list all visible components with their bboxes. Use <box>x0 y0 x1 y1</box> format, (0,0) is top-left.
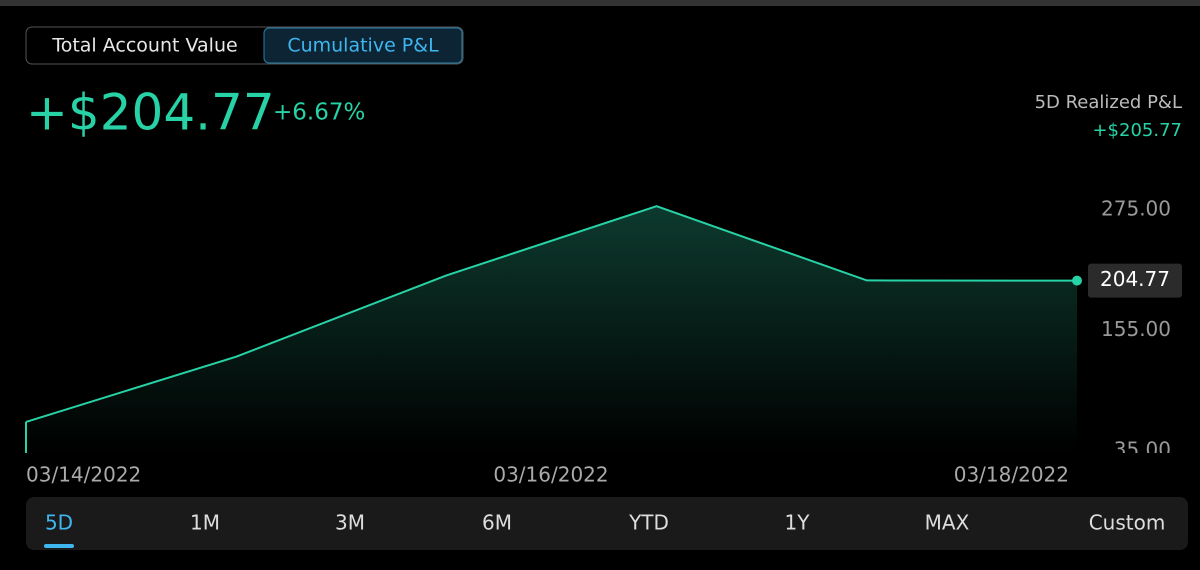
range-tab[interactable]: Custom <box>1089 511 1166 535</box>
range-tab-underline <box>44 544 74 548</box>
range-tab[interactable]: 5D <box>45 511 73 535</box>
range-tab[interactable]: 1M <box>190 511 220 535</box>
toggle-active-bg <box>263 27 463 64</box>
x-tick-label: 03/14/2022 <box>26 463 141 487</box>
realized-value: +$205.77 <box>1092 120 1182 141</box>
value-label: 204.77 <box>1100 267 1170 291</box>
realized-label: 5D Realized P&L <box>1035 92 1182 113</box>
range-tab[interactable]: MAX <box>925 511 970 535</box>
x-tick-label: 03/16/2022 <box>493 463 608 487</box>
y-tick-label: 35.00 <box>1114 437 1171 461</box>
top-strip <box>0 0 1200 6</box>
range-tab[interactable]: 3M <box>335 511 365 535</box>
x-tick-label: 03/18/2022 <box>954 463 1069 487</box>
headline-value: +$204.77 <box>26 84 275 142</box>
range-tab[interactable]: YTD <box>628 511 669 535</box>
y-tick-label: 275.00 <box>1101 197 1171 221</box>
range-tab[interactable]: 1Y <box>785 511 811 535</box>
plot: 35.00 155.00 275.00 <box>25 197 1171 461</box>
view-toggle-option[interactable]: Total Account Value <box>51 35 237 57</box>
value-label-bg <box>1088 263 1182 298</box>
last-point <box>1072 275 1082 286</box>
range-bar <box>26 497 1188 550</box>
range-tab[interactable]: 6M <box>482 511 512 535</box>
view-toggle-option[interactable]: Cumulative P&L <box>287 35 439 57</box>
overlay: Total Account Value Cumulative P&L +$204.7… <box>26 35 1182 548</box>
line <box>25 205 1078 423</box>
y-tick-label: 155.00 <box>1101 317 1171 341</box>
headline-change: +6.67% <box>273 100 365 126</box>
area <box>26 206 1077 453</box>
